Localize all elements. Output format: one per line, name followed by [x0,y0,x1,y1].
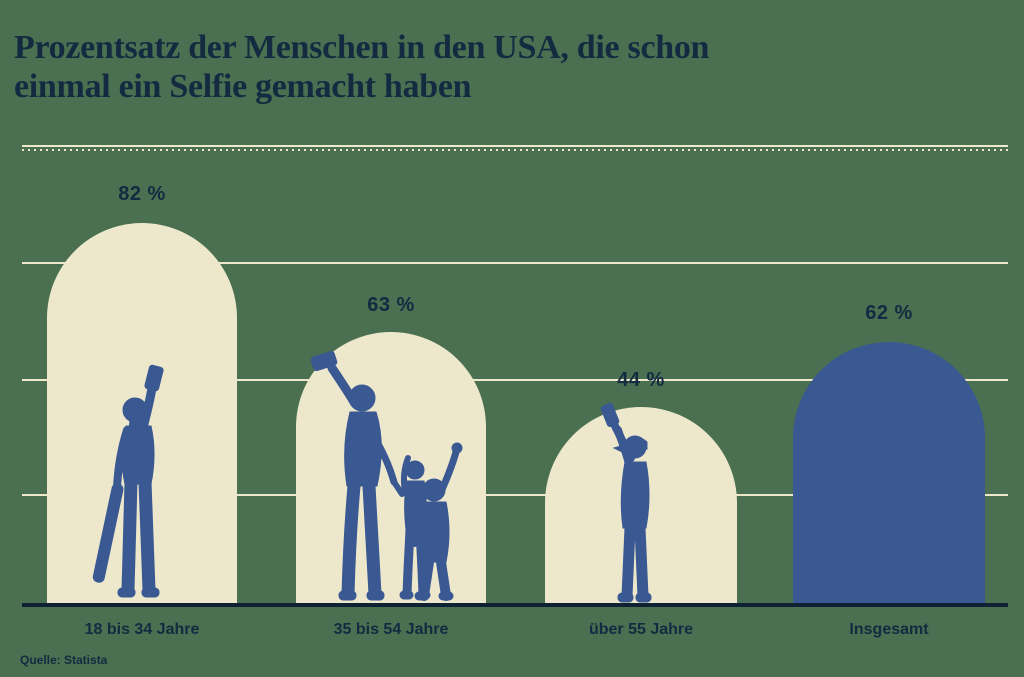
bar-insgesamt [793,342,985,606]
category-label-insgesamt: Insgesamt [849,621,929,638]
category-label-35-54: 35 bis 54 Jahre [333,621,449,638]
source-attribution: Quelle: Statista [20,653,108,667]
category-label-18-34: 18 bis 34 Jahre [84,621,200,638]
page-title: Prozentsatz der Menschen in den USA, die… [14,28,944,106]
young-man-selfie-skateboard-icon [90,364,182,606]
family-selfie-icon [298,348,468,606]
title-line-1: Prozentsatz der Menschen in den USA, die… [14,28,710,66]
gridline-75 [22,262,1008,264]
x-axis-baseline [22,603,1008,607]
title-line-2: einmal ein Selfie gemacht haben [14,67,472,105]
gridline-50 [22,379,1008,381]
category-label-over-55: über 55 Jahre [588,621,694,638]
value-label-35-54: 63 % [367,294,415,316]
older-man-selfie-icon [588,402,672,606]
gridline-100-stitched [22,145,1008,151]
gridline-25 [22,494,1008,496]
value-label-insgesamt: 62 % [865,302,913,324]
value-label-over-55: 44 % [617,369,665,391]
value-label-18-34: 82 % [118,183,166,205]
